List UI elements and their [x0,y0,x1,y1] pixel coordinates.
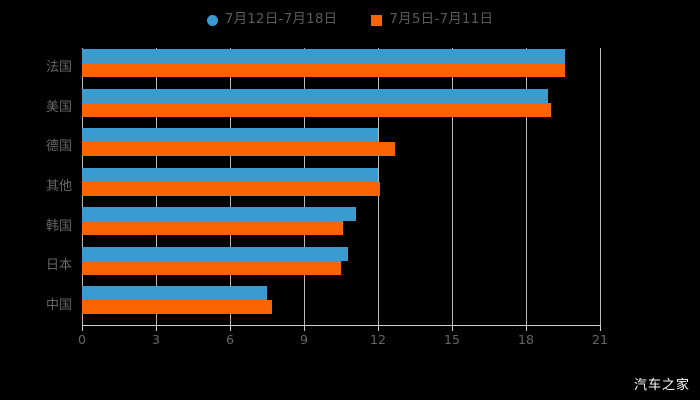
y-axis-label-德国: 德国 [45,139,72,155]
bar-法国-series-2[interactable] [82,63,566,77]
square-marker-icon [371,14,383,26]
bar-韩国-series-2[interactable] [82,221,344,236]
legend-label-series-2: 7月5日-7月11日 [389,11,494,28]
x-tick-label-15: 15 [444,332,460,347]
legend-item-series-2[interactable]: 7月5日-7月11日 [371,13,493,27]
bar-group [82,127,600,167]
bar-法国-series-1[interactable] [82,49,566,63]
x-tick-label-12: 12 [370,332,386,347]
legend-label-series-1: 7月12日-7月18日 [224,11,338,28]
bar-group [82,206,600,246]
y-axis-labels: 法国美国德国其他韩国日本中国 [0,48,72,325]
x-tick-label-18: 18 [518,332,534,347]
watermark: 汽车之家 [633,378,690,393]
tick-mark-21 [600,325,601,331]
legend-item-series-1[interactable]: 7月12日-7月18日 [206,11,338,28]
bar-日本-series-2[interactable] [82,260,341,275]
y-axis-label-中国: 中国 [45,297,72,313]
x-tick-label-9: 9 [300,332,308,347]
bar-group [82,285,600,325]
plot-area [82,48,601,325]
bar-group [82,167,600,207]
bar-日本-series-1[interactable] [82,246,349,261]
x-tick-label-21: 21 [592,332,608,347]
bar-韩国-series-1[interactable] [82,207,356,222]
x-tick-label-6: 6 [226,332,234,347]
tick-mark-9 [304,325,305,331]
y-axis-label-日本: 日本 [45,258,72,274]
y-axis-label-法国: 法国 [45,60,72,76]
gridline-15 [452,48,453,325]
x-axis-line [82,325,601,326]
tick-mark-0 [82,325,83,331]
bar-美国-series-2[interactable] [82,102,551,117]
bar-group [82,48,600,88]
y-axis-label-韩国: 韩国 [45,218,72,234]
tick-mark-15 [452,325,453,331]
tick-mark-6 [230,325,231,331]
bar-其他-series-1[interactable] [82,167,378,182]
bar-group [82,246,600,286]
bar-德国-series-1[interactable] [82,128,378,143]
tick-mark-3 [156,325,157,331]
tick-mark-12 [378,325,379,331]
gridline-21 [600,48,601,325]
bar-德国-series-2[interactable] [82,142,396,157]
y-axis-label-美国: 美国 [45,99,72,115]
bar-中国-series-2[interactable] [82,300,272,315]
x-tick-label-3: 3 [152,332,160,347]
tick-mark-18 [526,325,527,331]
bar-中国-series-1[interactable] [82,286,267,301]
y-axis-label-其他: 其他 [45,179,72,194]
circle-marker-icon [206,14,218,26]
bar-美国-series-1[interactable] [82,88,549,103]
bar-group [82,88,600,128]
bar-其他-series-2[interactable] [82,181,381,196]
x-axis-tick-labels: 0 3 6 9 12 15 18 21 [0,332,700,354]
chart-legend: 7月12日-7月18日 7月5日-7月11日 [0,8,700,32]
x-tick-label-0: 0 [78,332,86,347]
gridline-18 [526,48,527,325]
